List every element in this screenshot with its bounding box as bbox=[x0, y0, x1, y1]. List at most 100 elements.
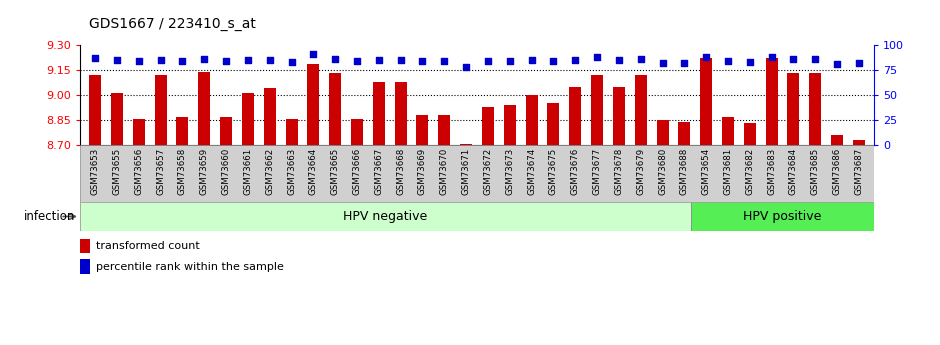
Point bbox=[415, 58, 430, 63]
Text: GSM73683: GSM73683 bbox=[767, 148, 776, 195]
Text: GSM73656: GSM73656 bbox=[134, 148, 143, 195]
Text: GSM73682: GSM73682 bbox=[745, 148, 754, 195]
Bar bbox=[242, 93, 254, 145]
Bar bbox=[547, 103, 559, 145]
Bar bbox=[679, 121, 690, 145]
Bar bbox=[691, 202, 874, 231]
Text: GSM73658: GSM73658 bbox=[178, 148, 187, 195]
Bar bbox=[80, 202, 691, 231]
Point bbox=[219, 58, 234, 63]
Text: GSM73653: GSM73653 bbox=[90, 148, 100, 195]
Text: GSM73687: GSM73687 bbox=[854, 148, 864, 195]
Point bbox=[852, 60, 867, 66]
Text: GSM73660: GSM73660 bbox=[222, 148, 230, 195]
Bar bbox=[591, 75, 603, 145]
Bar bbox=[329, 73, 341, 145]
Point bbox=[262, 57, 277, 63]
Text: HPV negative: HPV negative bbox=[343, 210, 428, 223]
Bar bbox=[198, 72, 211, 145]
Text: GSM73678: GSM73678 bbox=[615, 148, 623, 195]
Bar bbox=[111, 93, 123, 145]
Bar bbox=[482, 107, 494, 145]
Point bbox=[284, 59, 299, 65]
Bar bbox=[416, 115, 429, 145]
Bar bbox=[831, 135, 843, 145]
Bar bbox=[286, 119, 298, 145]
Bar bbox=[744, 123, 756, 145]
Bar bbox=[853, 140, 865, 145]
Text: percentile rank within the sample: percentile rank within the sample bbox=[96, 262, 284, 272]
Text: GSM73662: GSM73662 bbox=[265, 148, 274, 195]
Text: HPV positive: HPV positive bbox=[744, 210, 822, 223]
Point bbox=[371, 57, 386, 63]
Point bbox=[698, 54, 713, 60]
Point bbox=[241, 57, 256, 63]
Text: GSM73681: GSM73681 bbox=[724, 148, 732, 195]
Text: GSM73673: GSM73673 bbox=[506, 148, 514, 195]
Point bbox=[502, 58, 517, 63]
Text: GSM73676: GSM73676 bbox=[571, 148, 580, 195]
Point bbox=[634, 56, 649, 62]
Bar bbox=[656, 120, 668, 145]
Text: GSM73669: GSM73669 bbox=[418, 148, 427, 195]
Bar bbox=[155, 75, 166, 145]
Point bbox=[393, 57, 408, 63]
Text: GSM73674: GSM73674 bbox=[527, 148, 536, 195]
Text: GSM73686: GSM73686 bbox=[833, 148, 841, 195]
Bar bbox=[461, 144, 472, 145]
Bar bbox=[220, 117, 232, 145]
Bar bbox=[570, 87, 581, 145]
Point bbox=[546, 58, 561, 63]
Point bbox=[720, 58, 735, 63]
Text: GSM73663: GSM73663 bbox=[287, 148, 296, 195]
Point bbox=[87, 55, 102, 61]
Text: GSM73668: GSM73668 bbox=[396, 148, 405, 195]
Bar bbox=[788, 73, 799, 145]
Point bbox=[807, 56, 822, 62]
Bar bbox=[133, 119, 145, 145]
Point bbox=[743, 59, 758, 65]
Bar bbox=[80, 259, 90, 274]
Text: GSM73655: GSM73655 bbox=[113, 148, 121, 195]
Text: GSM73659: GSM73659 bbox=[200, 148, 209, 195]
Text: GSM73670: GSM73670 bbox=[440, 148, 448, 195]
Text: GSM73654: GSM73654 bbox=[701, 148, 711, 195]
Text: GSM73684: GSM73684 bbox=[789, 148, 798, 195]
Point bbox=[525, 57, 540, 63]
Point bbox=[459, 64, 474, 70]
Bar bbox=[525, 95, 538, 145]
Bar bbox=[613, 87, 625, 145]
Text: GSM73666: GSM73666 bbox=[352, 148, 362, 195]
Text: GSM73688: GSM73688 bbox=[680, 148, 689, 195]
Bar bbox=[722, 117, 734, 145]
Text: GSM73671: GSM73671 bbox=[462, 148, 471, 195]
Text: GSM73679: GSM73679 bbox=[636, 148, 645, 195]
Bar bbox=[504, 105, 516, 145]
Bar bbox=[307, 64, 320, 145]
Point bbox=[655, 60, 670, 66]
Point bbox=[568, 57, 583, 63]
Text: GSM73672: GSM73672 bbox=[483, 148, 493, 195]
Point bbox=[611, 57, 626, 63]
Bar bbox=[634, 75, 647, 145]
Point bbox=[437, 58, 452, 63]
Point bbox=[109, 57, 124, 63]
Text: GSM73677: GSM73677 bbox=[592, 148, 602, 195]
Text: GSM73675: GSM73675 bbox=[549, 148, 558, 195]
Point bbox=[196, 56, 212, 62]
Bar bbox=[177, 117, 188, 145]
Point bbox=[677, 60, 692, 66]
Point bbox=[153, 57, 168, 63]
Bar bbox=[809, 73, 822, 145]
Text: GSM73661: GSM73661 bbox=[243, 148, 253, 195]
Point bbox=[786, 56, 801, 62]
Text: GSM73665: GSM73665 bbox=[331, 148, 339, 195]
Text: GSM73664: GSM73664 bbox=[309, 148, 318, 195]
Point bbox=[589, 54, 604, 60]
Point bbox=[328, 56, 343, 62]
Text: GSM73667: GSM73667 bbox=[374, 148, 384, 195]
Bar bbox=[264, 88, 275, 145]
Point bbox=[175, 58, 190, 63]
Text: GSM73680: GSM73680 bbox=[658, 148, 667, 195]
Bar bbox=[700, 58, 713, 145]
